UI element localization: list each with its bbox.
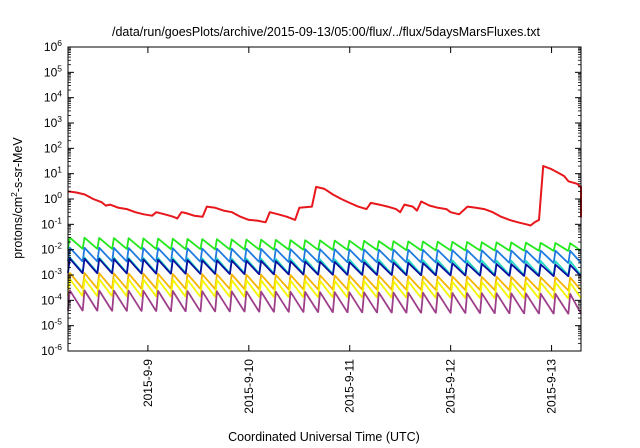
- x-tick-label: 2015-9-13: [545, 359, 559, 414]
- series-line-6: [67, 272, 582, 292]
- y-tick-base: 10: [44, 167, 58, 181]
- y-tick-base: 10: [41, 217, 55, 231]
- y-tick-exponent: -6: [54, 342, 62, 352]
- series-line-5: [67, 257, 582, 278]
- y-tick-label: 10-5: [41, 317, 62, 333]
- y-tick-label: 100: [44, 190, 62, 206]
- y-tick-base: 10: [41, 344, 55, 358]
- x-tick-label: 2015-9-9: [141, 359, 155, 407]
- y-tick-exponent: 1: [57, 165, 62, 175]
- y-axis-label-superscript: 2: [9, 192, 19, 197]
- series-line-2: [67, 236, 582, 252]
- y-tick-label: 106: [44, 38, 62, 54]
- y-tick-exponent: 3: [57, 114, 62, 124]
- series-line-1: [67, 165, 582, 227]
- y-tick-base: 10: [44, 40, 58, 54]
- series-line-7: [67, 277, 582, 300]
- y-tick-base: 10: [44, 116, 58, 130]
- y-axis-label-suffix: -s-sr-MeV: [11, 137, 25, 193]
- ticks-layer: 10-610-510-410-310-210-11001011021031041…: [41, 38, 581, 414]
- y-tick-exponent: -1: [54, 215, 62, 225]
- y-tick-label: 101: [44, 165, 62, 181]
- y-tick-base: 10: [41, 293, 55, 307]
- y-tick-exponent: -2: [54, 241, 62, 251]
- x-tick-label: 2015-9-11: [343, 359, 357, 413]
- y-tick-exponent: 0: [57, 190, 62, 200]
- y-tick-exponent: -5: [54, 317, 62, 327]
- y-tick-base: 10: [44, 91, 58, 105]
- y-tick-base: 10: [44, 192, 58, 206]
- y-tick-exponent: -4: [54, 291, 62, 301]
- series-line-8: [67, 289, 582, 315]
- y-tick-exponent: 6: [57, 38, 62, 48]
- y-tick-label: 103: [44, 114, 62, 130]
- y-tick-label: 104: [44, 89, 62, 105]
- y-tick-base: 10: [44, 65, 58, 79]
- y-tick-label: 10-6: [41, 342, 62, 358]
- plot-frame: [67, 46, 582, 352]
- chart-title: /data/run/goesPlots/archive/2015-09-13/0…: [112, 25, 541, 39]
- y-tick-base: 10: [41, 268, 55, 282]
- y-tick-label: 105: [44, 63, 62, 79]
- series-line-3: [67, 246, 582, 264]
- y-tick-base: 10: [41, 243, 55, 257]
- y-tick-label: 10-4: [41, 291, 62, 307]
- y-tick-label: 102: [44, 139, 62, 155]
- y-tick-exponent: 2: [57, 139, 62, 149]
- y-tick-exponent: 4: [57, 89, 62, 99]
- y-axis-label: protons/cm2-s-sr-MeV: [9, 137, 25, 259]
- y-tick-exponent: -3: [54, 266, 62, 276]
- y-tick-label: 10-2: [41, 241, 62, 257]
- y-tick-base: 10: [44, 141, 58, 155]
- y-tick-label: 10-1: [41, 215, 62, 231]
- y-tick-label: 10-3: [41, 266, 62, 282]
- series-layer: [67, 165, 582, 315]
- y-tick-exponent: 5: [57, 63, 62, 73]
- x-axis-label: Coordinated Universal Time (UTC): [228, 430, 420, 444]
- x-tick-label: 2015-9-12: [444, 359, 458, 414]
- x-tick-label: 2015-9-10: [242, 359, 256, 414]
- y-axis-label-prefix: protons/cm: [11, 197, 25, 259]
- y-tick-base: 10: [41, 319, 55, 333]
